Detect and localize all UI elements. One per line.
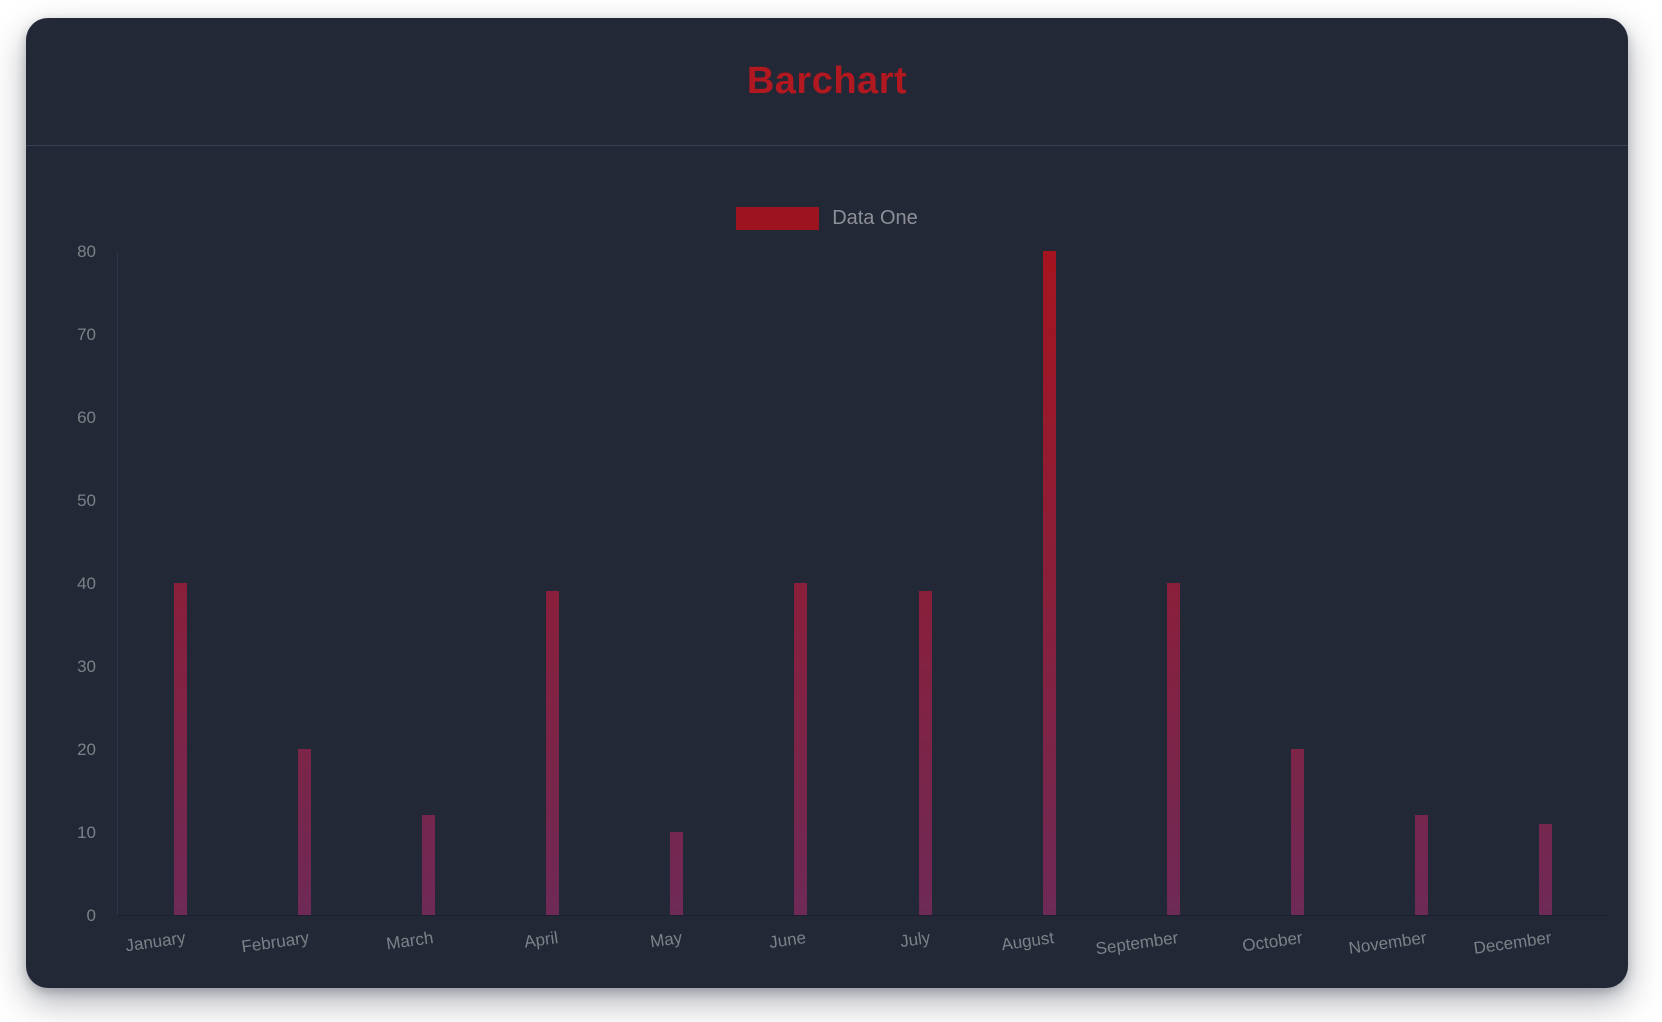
plot-area: 0 10 20 30 40 50 60 70 80 January February March Apr…: [77, 242, 1607, 958]
x-axis-label-june: June: [768, 928, 808, 953]
x-axis-label-november: November: [1347, 928, 1429, 958]
legend-label: Data One: [832, 207, 918, 229]
chart-title: Barchart: [746, 60, 908, 102]
bar-march[interactable]: [421, 815, 435, 915]
x-axis-label-december: December: [1471, 928, 1553, 958]
x-axis-label-october: October: [1241, 928, 1304, 956]
bar-january[interactable]: [173, 583, 187, 915]
bar-september[interactable]: [1166, 583, 1180, 915]
y-axis-tick-10: 10: [77, 823, 96, 842]
chart-legend[interactable]: Data One: [26, 207, 1628, 230]
y-axis-tick-30: 30: [77, 657, 96, 676]
y-axis-tick-60: 60: [77, 408, 96, 427]
y-axis-tick-50: 50: [77, 491, 96, 510]
bar-april[interactable]: [546, 591, 560, 915]
x-axis-label-february: February: [240, 928, 311, 957]
y-axis-tick-20: 20: [77, 740, 96, 759]
x-axis-label-september: September: [1094, 928, 1180, 959]
x-axis-label-april: April: [522, 928, 559, 952]
bar-june[interactable]: [794, 583, 808, 915]
x-axis-label-august: August: [1000, 928, 1056, 955]
chart-header: Barchart: [26, 18, 1628, 146]
y-axis-tick-70: 70: [77, 325, 96, 344]
y-axis-tick-40: 40: [77, 574, 96, 593]
bar-august[interactable]: [1042, 251, 1056, 915]
legend-swatch: [736, 207, 820, 230]
chart-card: Barchart Data One 0 10 20 30 40 50 60 70 80 Janua…: [26, 18, 1628, 988]
y-axis-tick-80: 80: [77, 242, 96, 261]
bar-december[interactable]: [1539, 823, 1553, 915]
x-axis-label-july: July: [898, 928, 932, 952]
y-axis-tick-0: 0: [86, 906, 96, 925]
x-axis-label-january: January: [123, 928, 187, 956]
bar-july[interactable]: [918, 591, 932, 915]
bar-may[interactable]: [670, 832, 684, 915]
x-axis-label-may: May: [648, 928, 684, 952]
bar-november[interactable]: [1415, 815, 1429, 915]
bar-october[interactable]: [1291, 749, 1305, 915]
x-axis-label-march: March: [385, 928, 435, 954]
bar-february[interactable]: [297, 749, 311, 915]
